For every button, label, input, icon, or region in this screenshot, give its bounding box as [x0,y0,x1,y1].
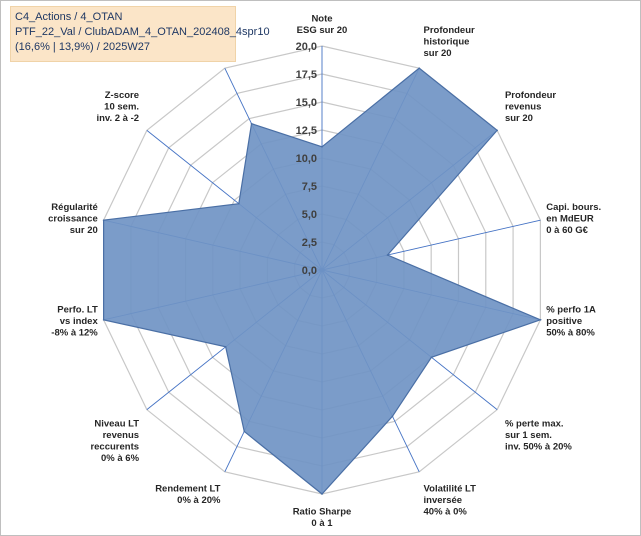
chart-title-box: C4_Actions / 4_OTAN PTF_22_Val / ClubADA… [10,6,270,62]
radar-tick-labels: 0,0 2,5 5,0 7,5 10,0 12,5 15,0 17,5 20,0 [296,41,317,277]
axis-label: Profondeur historique sur 20 [424,25,475,59]
title-line-3: (16,6% | 13,9%) / 2025W27 [15,41,150,53]
tick-label: 0,0 [302,265,317,277]
data-point [321,146,323,148]
data-point [250,122,253,125]
data-point [496,129,498,132]
data-point [418,67,420,69]
data-point [224,346,227,348]
title-line-1: C4_Actions / 4_OTAN [15,11,123,23]
data-point [391,415,394,418]
data-point [243,430,246,433]
tick-label: 5,0 [302,209,317,221]
tick-label: 17,5 [296,69,317,81]
axis-label: Capi. bours. en MdEUR 0 à 60 G€ [546,202,601,236]
axis-label: Perfo. LT vs index -8% à 12% [51,304,98,338]
axis-label: % perte max. sur 1 sem. inv. 50% à 20% [505,418,572,452]
tick-label: 20,0 [296,41,317,53]
data-point [238,202,240,205]
tick-label: 10,0 [296,153,317,165]
tick-label: 12,5 [296,125,317,137]
tick-label: 7,5 [302,181,317,193]
data-point [539,319,542,321]
axis-label: Ratio Sharpe 0 à 1 [293,507,352,530]
data-point [321,493,323,495]
tick-label: 15,0 [296,97,317,109]
data-point [102,219,105,221]
axis-label: % perfo 1A positive 50% à 80% [546,304,596,338]
tick-label: 2,5 [302,237,317,249]
axis-label: Volatilité LT inversée 40% à 0% [424,483,477,517]
data-point [430,356,433,359]
data-point [102,319,105,321]
title-line-2: PTF_22_Val / ClubADAM_4_OTAN_202408_4spr… [15,26,270,38]
data-point [386,254,389,256]
axis-label: Z-score 10 sem. inv. 2 à -2 [96,90,139,124]
axis-label: Niveau LT revenus reccurents 0% à 6% [90,418,139,464]
radar-series-area [102,67,543,495]
axis-label: Régularité croissance sur 20 [48,202,98,236]
axis-label: Rendement LT 0% à 20% [155,483,221,506]
axis-label: Note ESG sur 20 [297,14,348,37]
axis-label: Profondeur revenus sur 20 [505,90,556,124]
